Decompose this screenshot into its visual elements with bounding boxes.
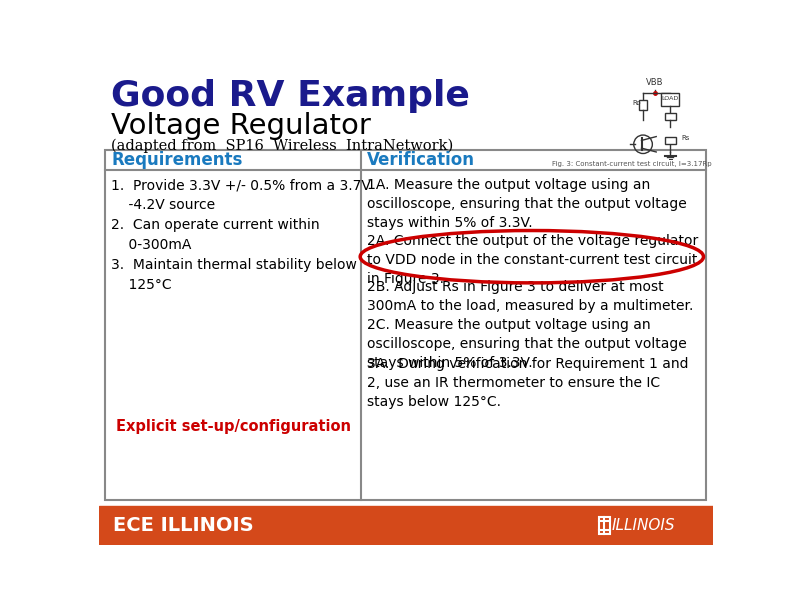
Text: 2A. Connect the output of the voltage regulator
to VDD node in the constant-curr: 2A. Connect the output of the voltage re…	[367, 234, 699, 286]
Text: Rs: Rs	[682, 135, 690, 141]
Text: LOAD: LOAD	[661, 95, 679, 100]
Bar	[599, 517, 610, 534]
Text: Ro: Ro	[633, 100, 642, 106]
Text: Voltage Regulator: Voltage Regulator	[111, 112, 371, 140]
Text: Verification: Verification	[367, 151, 475, 170]
Bar	[661, 94, 680, 106]
Text: (adapted from  SP16  Wireless  IntraNetwork): (adapted from SP16 Wireless IntraNetwork…	[111, 138, 453, 152]
Text: 2B. Adjust Rs in Figure 3 to deliver at most
300mA to the load, measured by a mu: 2B. Adjust Rs in Figure 3 to deliver at …	[367, 280, 694, 370]
Text: Fig. 3: Constant-current test circuit, I=3.17Rp: Fig. 3: Constant-current test circuit, I…	[552, 161, 712, 167]
Bar	[664, 113, 676, 119]
Bar	[99, 506, 713, 545]
Text: 1.  Provide 3.3V +/- 0.5% from a 3.7V
    -4.2V source
2.  Can operate current w: 1. Provide 3.3V +/- 0.5% from a 3.7V -4.…	[112, 178, 371, 293]
Text: ECE ILLINOIS: ECE ILLINOIS	[113, 516, 253, 535]
Text: Good RV Example: Good RV Example	[111, 79, 470, 113]
Text: Requirements: Requirements	[112, 151, 243, 170]
Text: 1A. Measure the output voltage using an
oscilloscope, ensuring that the output v: 1A. Measure the output voltage using an …	[367, 178, 687, 230]
Bar	[664, 136, 676, 144]
Text: ILLINOIS: ILLINOIS	[612, 518, 676, 533]
Bar	[105, 151, 706, 500]
Text: 3A.  During verification for Requirement 1 and
2, use an IR thermometer to ensur: 3A. During verification for Requirement …	[367, 357, 689, 409]
Text: VBB: VBB	[646, 78, 664, 87]
Bar	[639, 100, 647, 110]
Text: Explicit set-up/configuration: Explicit set-up/configuration	[116, 419, 351, 435]
